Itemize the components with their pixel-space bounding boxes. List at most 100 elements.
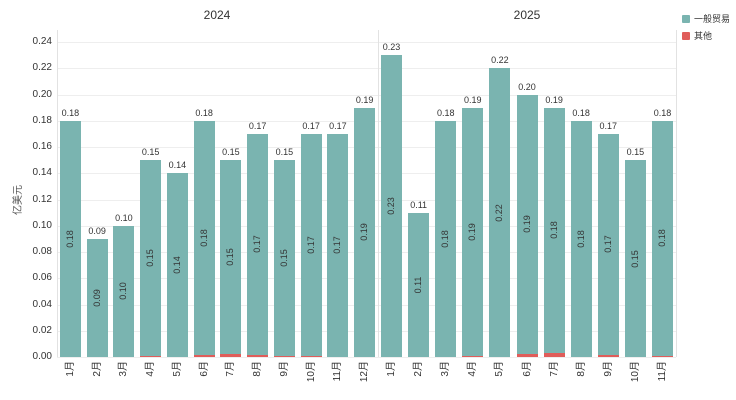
bar-value-label: 0.14 <box>168 160 187 171</box>
bar-segment-other <box>140 355 162 357</box>
bar-value-label: 0.15 <box>222 147 240 158</box>
gridline <box>57 68 676 70</box>
bar-segment-general-trade <box>166 173 188 357</box>
bar-segment-general-trade <box>651 120 673 356</box>
bar-value-label: 0.18 <box>572 107 590 118</box>
bar-value-label: 0.17 <box>599 120 618 131</box>
x-axis-month-label: 6月 <box>198 361 210 377</box>
panel-border-line <box>57 30 58 357</box>
legend-swatch-other-icon <box>682 31 690 40</box>
bar-value-label: 0.18 <box>195 107 213 118</box>
bar-inside-value-label: 0.10 <box>118 282 129 301</box>
y-tick-label: 0.20 <box>32 88 52 100</box>
bar-inside-value-label: 0.18 <box>575 230 586 248</box>
bar-segment-general-trade <box>516 94 538 355</box>
x-axis-month-label: 6月 <box>521 361 533 377</box>
bar-segment-other <box>300 355 322 357</box>
legend-label: 一般贸易 <box>694 14 731 24</box>
x-axis-month-label: 3月 <box>118 361 130 377</box>
bar-segment-general-trade <box>570 120 592 357</box>
x-axis-month-label: 8月 <box>575 361 587 377</box>
y-tick-label: 0.22 <box>32 62 52 74</box>
y-tick-label: 0.08 <box>32 246 52 257</box>
bar-segment-general-trade <box>327 133 349 357</box>
x-axis-month-label: 2月 <box>413 361 425 377</box>
x-axis-month-label: 12月 <box>359 361 371 383</box>
y-tick-label: 0.10 <box>32 219 52 231</box>
x-axis-month-label: 11月 <box>656 361 668 382</box>
bar-value-label: 0.18 <box>653 107 672 118</box>
legend-swatch-general-trade-icon <box>682 14 690 23</box>
x-axis-month-label: 5月 <box>494 361 506 377</box>
bar-inside-value-label: 0.15 <box>225 248 236 267</box>
gridline <box>57 94 676 96</box>
bar-segment-general-trade <box>59 120 81 357</box>
bar-value-label: 0.20 <box>518 81 536 92</box>
bar-segment-general-trade <box>489 68 511 357</box>
bar-value-label: 0.18 <box>61 107 80 118</box>
bar-inside-value-label: 0.18 <box>656 229 667 247</box>
bar-segment-other <box>220 354 242 357</box>
bar-segment-other <box>651 355 673 357</box>
bar-segment-other <box>247 355 269 357</box>
y-tick-label: 0.24 <box>32 36 52 47</box>
bar-segment-general-trade <box>543 107 565 354</box>
bar-value-label: 0.15 <box>626 147 645 158</box>
bar-inside-value-label: 0.15 <box>145 249 156 267</box>
panel-border-line <box>676 30 677 357</box>
y-tick-label: 0.00 <box>32 351 52 362</box>
x-axis-month-label: 10月 <box>305 361 317 383</box>
panel-title-2024: 2024 <box>203 8 231 22</box>
bar-value-label: 0.19 <box>464 94 482 105</box>
x-axis-month-label: 9月 <box>602 361 614 377</box>
bar-value-label: 0.19 <box>545 94 563 105</box>
bar-segment-general-trade <box>354 107 376 357</box>
bar-value-label: 0.09 <box>88 225 106 236</box>
x-axis-month-label: 7月 <box>548 361 560 377</box>
bar-inside-value-label: 0.18 <box>198 229 209 247</box>
x-axis-month-label: 8月 <box>252 361 264 377</box>
bar-segment-general-trade <box>624 160 646 357</box>
gridline <box>57 42 676 43</box>
y-tick-label: 0.12 <box>32 193 52 205</box>
x-axis-month-label: 4月 <box>145 361 157 377</box>
bar-segment-general-trade <box>435 120 457 357</box>
bar-segment-other <box>597 355 619 357</box>
panel-title-2025: 2025 <box>513 8 541 22</box>
x-axis-month-label: 2月 <box>91 361 103 377</box>
bar-inside-value-label: 0.11 <box>413 276 424 294</box>
x-axis-month-label: 7月 <box>225 361 237 377</box>
y-tick-label: 0.02 <box>32 324 52 336</box>
bar-segment-general-trade <box>113 225 135 357</box>
legend-item-general-trade[interactable]: 一般贸易 <box>682 12 730 25</box>
legend: 一般贸易 其他 <box>682 12 730 46</box>
bar-inside-value-label: 0.18 <box>440 230 451 248</box>
bar-value-label: 0.15 <box>141 147 160 158</box>
bar-segment-general-trade <box>300 133 322 356</box>
bar-inside-value-label: 0.15 <box>629 249 640 268</box>
bar-inside-value-label: 0.19 <box>467 222 478 241</box>
x-axis-month-label: 3月 <box>440 361 452 377</box>
y-tick-label: 0.06 <box>32 272 52 284</box>
bar-inside-value-label: 0.09 <box>91 289 102 307</box>
x-axis-month-label: 10月 <box>629 361 641 383</box>
bar-value-label: 0.18 <box>436 107 455 118</box>
y-tick-label: 0.18 <box>32 114 52 126</box>
y-tick-label: 0.16 <box>32 141 52 152</box>
x-axis-month-label: 1月 <box>64 361 76 377</box>
bar-segment-other <box>193 355 215 357</box>
bar-segment-general-trade <box>273 160 295 356</box>
bar-segment-other <box>516 354 538 357</box>
legend-item-other[interactable]: 其他 <box>682 29 730 42</box>
bar-value-label: 0.22 <box>491 55 509 66</box>
bar-segment-general-trade <box>381 55 403 357</box>
bar-inside-value-label: 0.18 <box>548 221 559 240</box>
bar-inside-value-label: 0.17 <box>252 235 263 254</box>
bar-value-label: 0.23 <box>382 42 401 53</box>
bar-inside-value-label: 0.23 <box>386 197 397 215</box>
bar-inside-value-label: 0.14 <box>171 256 182 274</box>
panel-border-line <box>378 30 379 357</box>
bar-segment-general-trade <box>193 120 215 356</box>
y-tick-label: 0.04 <box>32 298 52 310</box>
